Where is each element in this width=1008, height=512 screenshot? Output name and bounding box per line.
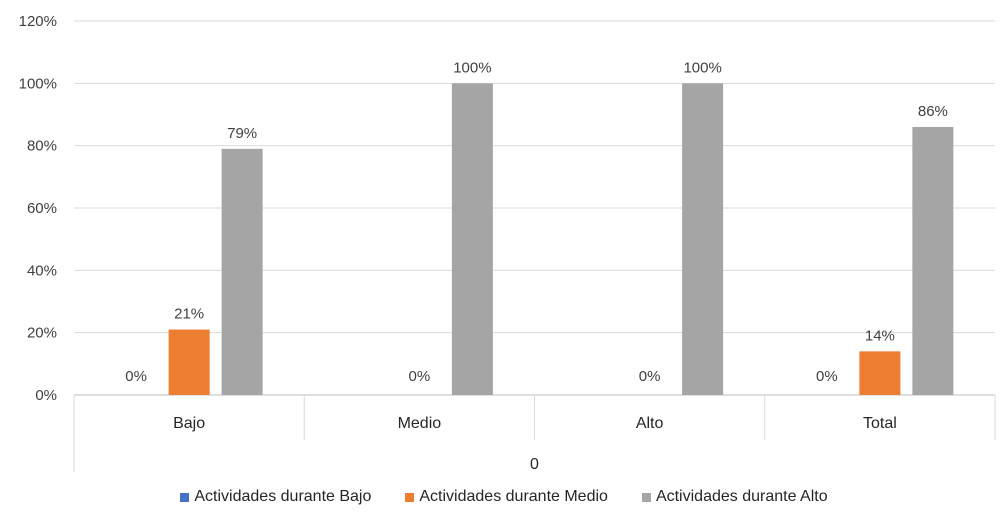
chart-legend: Actividades durante Bajo Actividades dur… — [0, 488, 1008, 506]
bar — [451, 83, 493, 395]
legend-swatch-bajo — [180, 492, 190, 502]
data-label: 0% — [816, 368, 838, 385]
bar — [221, 148, 263, 395]
legend-item-alto: Actividades durante Alto — [641, 488, 828, 506]
data-label: 0% — [639, 368, 661, 385]
category-label: Medio — [398, 415, 442, 432]
y-tick-label: 100% — [19, 75, 57, 92]
legend-label-medio: Actividades durante Medio — [419, 488, 608, 505]
bar — [682, 83, 724, 395]
category-label: Total — [863, 415, 897, 432]
legend-swatch-medio — [405, 492, 415, 502]
data-label: 14% — [865, 327, 895, 344]
data-label: 0% — [409, 368, 431, 385]
y-tick-label: 80% — [27, 138, 57, 155]
y-tick-label: 0% — [35, 387, 57, 404]
data-label: 0% — [125, 368, 147, 385]
data-label: 79% — [227, 125, 257, 142]
legend-label-alto: Actividades durante Alto — [655, 488, 828, 505]
category-label: Alto — [636, 415, 664, 432]
bar — [859, 351, 901, 395]
bar — [912, 126, 954, 395]
category-label: Bajo — [173, 415, 205, 432]
y-tick-label: 40% — [27, 262, 57, 279]
data-label: 100% — [453, 59, 491, 76]
legend-label-bajo: Actividades durante Bajo — [194, 488, 372, 505]
legend-swatch-alto — [641, 492, 651, 502]
legend-item-medio: Actividades durante Medio — [405, 488, 608, 506]
y-tick-label: 20% — [27, 325, 57, 342]
data-label: 86% — [918, 103, 948, 120]
y-tick-label: 60% — [27, 200, 57, 217]
x-axis-label: 0 — [530, 456, 539, 473]
bar-chart: 0% 20% 40% 60% 80% 100% 120% 0% 21% 79% Bajo 0% 100%… — [19, 13, 996, 473]
data-label: 100% — [683, 59, 721, 76]
bar — [168, 329, 210, 395]
legend-item-bajo: Actividades durante Bajo — [180, 488, 371, 506]
y-tick-label: 120% — [19, 13, 57, 30]
data-label: 21% — [174, 306, 204, 323]
